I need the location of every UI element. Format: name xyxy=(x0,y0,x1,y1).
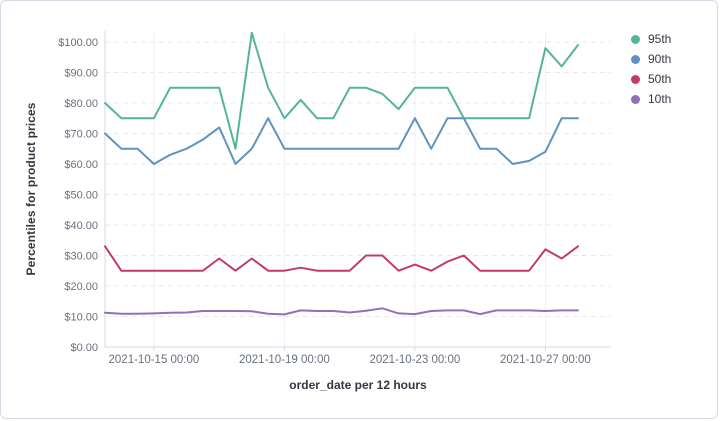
y-tick-label: $100.00 xyxy=(58,37,98,49)
series-line-90th[interactable] xyxy=(104,117,579,165)
y-tick-label: $50.00 xyxy=(64,189,98,201)
x-tick-label: 2021-10-19 00:00 xyxy=(239,354,330,366)
y-tick-label: $40.00 xyxy=(64,220,98,232)
series-line-50th[interactable] xyxy=(104,245,579,272)
y-tick-label: $60.00 xyxy=(64,159,98,171)
legend-item-90th[interactable]: 90th xyxy=(631,53,671,66)
y-tick-label: $70.00 xyxy=(64,128,98,140)
y-axis-title: Percentiles for product prices xyxy=(24,102,38,276)
legend-item-10th[interactable]: 10th xyxy=(631,93,671,106)
x-tick-label: 2021-10-15 00:00 xyxy=(109,354,200,366)
x-tick-label: 2021-10-23 00:00 xyxy=(369,354,460,366)
legend-dot-50th xyxy=(631,75,640,84)
y-tick-label: $0.00 xyxy=(70,342,98,354)
legend-label: 50th xyxy=(648,72,672,86)
y-tick-label: $90.00 xyxy=(64,67,98,79)
y-tick-label: $80.00 xyxy=(64,98,98,110)
legend-dot-90th xyxy=(631,55,640,64)
legend-dot-10th xyxy=(631,95,640,104)
legend: 95th 90th 50th 10th xyxy=(631,33,671,106)
legend-dot-95th xyxy=(631,35,640,44)
legend-label: 10th xyxy=(648,92,672,106)
legend-label: 95th xyxy=(648,32,672,46)
series-line-10th[interactable] xyxy=(104,307,579,316)
legend-item-95th[interactable]: 95th xyxy=(631,33,671,46)
legend-label: 90th xyxy=(648,52,672,66)
x-axis-title: order_date per 12 hours xyxy=(289,378,427,392)
x-tick-label: 2021-10-27 00:00 xyxy=(500,354,591,366)
series-line-95th[interactable] xyxy=(104,31,579,150)
y-tick-label: $30.00 xyxy=(64,250,98,262)
y-tick-label: $10.00 xyxy=(64,311,98,323)
legend-item-50th[interactable]: 50th xyxy=(631,73,671,86)
y-tick-label: $20.00 xyxy=(64,281,98,293)
